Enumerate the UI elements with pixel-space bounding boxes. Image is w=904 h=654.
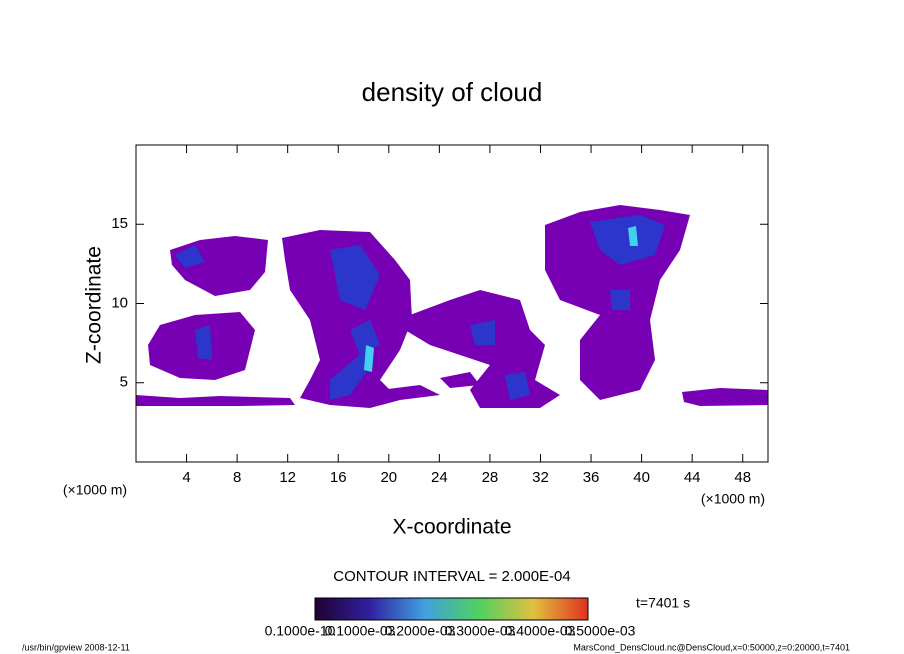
colorbar-label: 0.3000e-03	[445, 623, 516, 639]
colorbar-label: 0.4000e-03	[505, 623, 576, 639]
colorbar-label: 0.5000e-03	[565, 623, 636, 639]
x-tick-label: 20	[380, 469, 397, 486]
x-tick-label: 12	[279, 469, 296, 486]
y-tick-label: 10	[111, 294, 128, 311]
x-tick-label: 28	[482, 469, 499, 486]
contour-interval: CONTOUR INTERVAL = 2.000E-04	[333, 568, 570, 585]
colorbar-label: 0.1000e-10	[265, 623, 336, 639]
x-tick-label: 24	[431, 469, 448, 486]
footer-left: /usr/bin/gpview 2008-12-11	[22, 642, 130, 652]
x-tick-label: 44	[684, 469, 701, 486]
colorbar-label: 0.2000e-03	[385, 623, 456, 639]
x-tick-label: 40	[633, 469, 650, 486]
x-tick-label: 8	[233, 469, 241, 486]
y-axis-label: Z-coordinate	[83, 246, 106, 364]
cloud-peak	[364, 226, 638, 372]
time-label: t=7401 s	[636, 595, 690, 611]
x-axis-label: X-coordinate	[392, 516, 511, 539]
cloud-core	[175, 215, 665, 400]
x-tick-label: 32	[532, 469, 549, 486]
x-unit-right: (×1000 m)	[701, 491, 765, 507]
x-tick-label: 48	[734, 469, 751, 486]
x-tick-label: 4	[182, 469, 190, 486]
chart-title: density of cloud	[362, 77, 543, 107]
y-tick-label: 15	[111, 215, 128, 232]
x-unit-left: (×1000 m)	[63, 482, 127, 498]
cloud-field	[136, 205, 768, 408]
y-tick-label: 5	[120, 374, 128, 391]
colorbar-label: 0.1000e-03	[325, 623, 396, 639]
x-tick-label: 16	[330, 469, 347, 486]
footer-right: MarsCond_DensCloud.nc@DensCloud,x=0:5000…	[573, 642, 850, 652]
colorbar	[314, 597, 589, 621]
x-tick-label: 36	[583, 469, 600, 486]
